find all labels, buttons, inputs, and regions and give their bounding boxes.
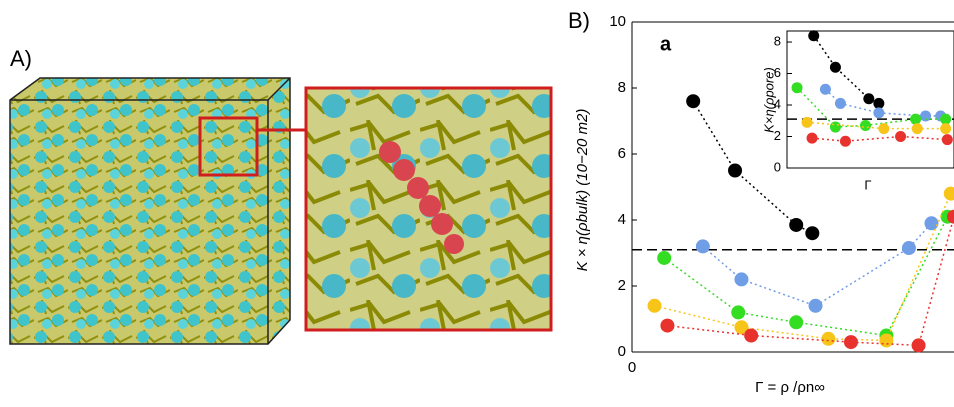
- data-point: [840, 136, 851, 147]
- data-point: [860, 120, 871, 131]
- y-tick-label: 6: [618, 145, 626, 162]
- data-point: [910, 114, 921, 125]
- data-point: [821, 332, 835, 346]
- data-point: [940, 114, 951, 125]
- data-point: [807, 133, 818, 144]
- data-point: [863, 93, 874, 104]
- y-axis-label: K × η(ρbulk) (10−20 m2): [574, 109, 591, 272]
- x-axis-label: Γ = ρ /ρn∞: [755, 379, 825, 396]
- data-point: [912, 338, 926, 352]
- data-point: [878, 123, 889, 134]
- y-axis-label: K×η(ρpore): [761, 67, 776, 133]
- data-point: [728, 164, 742, 178]
- data-point: [744, 329, 758, 343]
- atom: [419, 195, 441, 217]
- data-point: [844, 335, 858, 349]
- atom: [444, 234, 464, 254]
- y-tick-label: 4: [618, 211, 626, 228]
- data-point: [686, 94, 700, 108]
- data-point: [940, 123, 951, 134]
- data-point: [805, 226, 819, 240]
- x-axis-label: Γ: [864, 177, 871, 192]
- data-point: [830, 62, 841, 73]
- atom: [431, 213, 453, 235]
- data-point: [942, 134, 953, 145]
- data-point: [734, 272, 748, 286]
- y-tick-label: 2: [618, 277, 626, 294]
- data-point: [789, 218, 803, 232]
- data-point: [902, 241, 916, 255]
- chart-title: a: [660, 33, 672, 55]
- data-point: [820, 84, 831, 95]
- data-point: [873, 107, 884, 118]
- data-point: [660, 319, 674, 333]
- data-point: [830, 122, 841, 133]
- x-tick-label: 0: [628, 359, 636, 376]
- y-tick-label: 0: [618, 343, 626, 360]
- data-point: [873, 98, 884, 109]
- data-point: [879, 333, 893, 347]
- data-point: [792, 82, 803, 93]
- data-point: [802, 117, 813, 128]
- atom: [379, 141, 401, 163]
- atom: [407, 177, 429, 199]
- data-point: [809, 299, 823, 313]
- data-point: [944, 187, 954, 201]
- data-point: [808, 30, 819, 41]
- series-line: [655, 194, 951, 341]
- y-tick-label: 10: [609, 13, 626, 30]
- data-point: [731, 305, 745, 319]
- y-tick-label: 0: [774, 159, 781, 174]
- data-point: [696, 239, 710, 253]
- panel-label: A): [10, 46, 32, 71]
- data-point: [789, 315, 803, 329]
- y-tick-label: 8: [618, 79, 626, 96]
- data-point: [924, 216, 938, 230]
- y-tick-label: 8: [774, 33, 781, 48]
- data-point: [912, 123, 923, 134]
- data-point: [835, 98, 846, 109]
- data-point: [895, 131, 906, 142]
- data-point: [648, 299, 662, 313]
- panel-label: B): [568, 8, 590, 33]
- figure: A) B) 0 2 4 6 8 10 0 a Γ = ρ /ρn∞ K × η(ρbulk) (1…: [0, 0, 954, 402]
- data-point: [657, 251, 671, 265]
- atom: [393, 159, 415, 181]
